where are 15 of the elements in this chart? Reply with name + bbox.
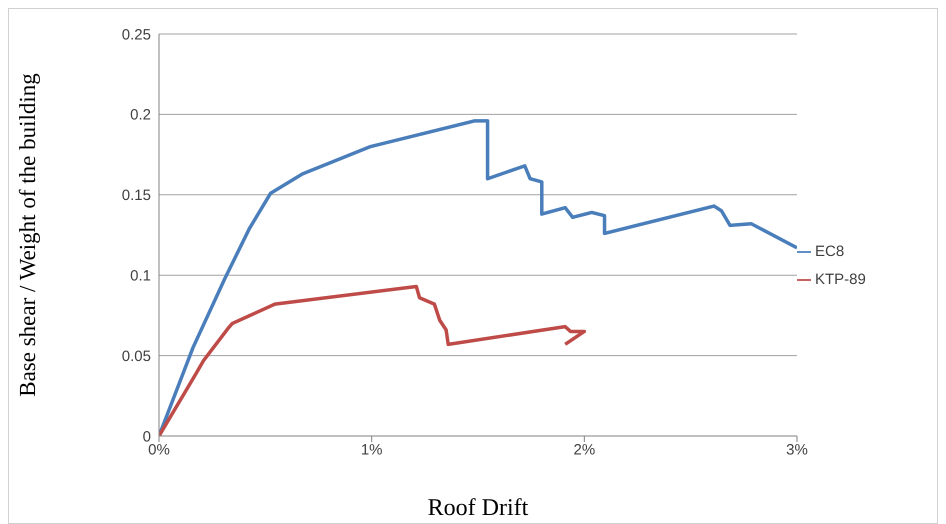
line-series bbox=[159, 284, 586, 436]
y-tick-label: 0.05 bbox=[122, 348, 151, 365]
x-tick-label: 0% bbox=[148, 442, 170, 459]
y-tick-label: 0.1 bbox=[130, 268, 151, 285]
y-tick-label: 0.25 bbox=[122, 26, 151, 44]
x-tick-label: 3% bbox=[786, 442, 808, 459]
y-tick-label: 0 bbox=[142, 428, 151, 446]
x-tick-label: 2% bbox=[573, 442, 596, 459]
y-tick-label: 0.2 bbox=[130, 106, 151, 124]
x-tick-label: 1% bbox=[360, 442, 383, 459]
x-axis-title: Roof Drift bbox=[428, 495, 529, 521]
legend-label: EC8 bbox=[815, 243, 844, 260]
legend-label: KTP-89 bbox=[815, 271, 866, 288]
y-axis-title: Base shear / Weight of the building bbox=[15, 72, 40, 397]
y-tick-label: 0.15 bbox=[122, 187, 151, 204]
